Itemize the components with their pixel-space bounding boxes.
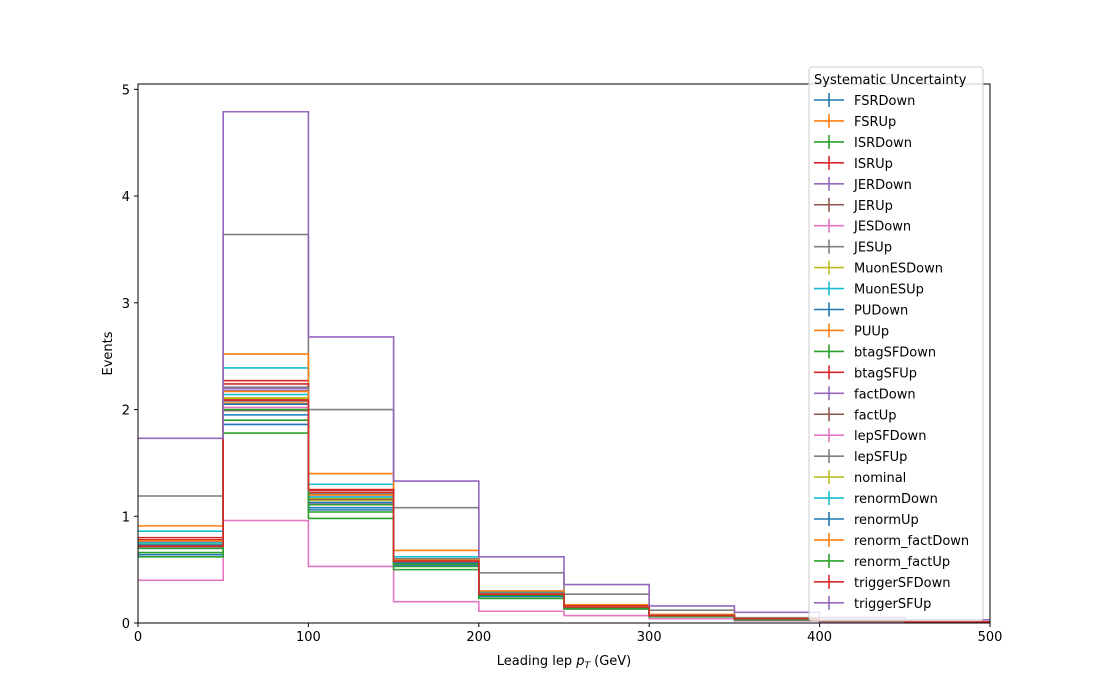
legend-entry: renormDown xyxy=(814,491,938,507)
legend-label: lepSFUp xyxy=(854,450,907,465)
x-axis-label-sub: T xyxy=(584,661,591,671)
y-tick-label: 0 xyxy=(122,617,130,632)
legend-title: Systematic Uncertainty xyxy=(814,73,967,88)
legend-label: renormDown xyxy=(854,492,938,507)
legend-entry: renormUp xyxy=(814,512,919,528)
legend-box xyxy=(808,66,984,622)
legend-label: ISRUp xyxy=(854,157,893,172)
legend-label: triggerSFDown xyxy=(854,576,950,591)
legend-entry: renorm_factUp xyxy=(814,553,950,570)
legend-label: FSRDown xyxy=(854,94,915,109)
legend-label: renorm_factUp xyxy=(854,555,950,570)
y-axis-label: Events xyxy=(101,331,116,375)
legend-label: btagSFUp xyxy=(854,366,917,381)
legend-label: nominal xyxy=(854,471,906,486)
legend-entry: JERDown xyxy=(814,176,912,193)
legend-entry: ISRUp xyxy=(814,155,893,172)
legend-entry: FSRDown xyxy=(814,93,915,109)
y-tick-label: 5 xyxy=(122,83,130,98)
legend-entry: factUp xyxy=(814,407,897,423)
legend-label: JESUp xyxy=(853,241,892,256)
legend-entry: MuonESDown xyxy=(814,260,943,277)
legend: Systematic Uncertainty FSRDown FSRUp ISRDo… xyxy=(808,66,984,622)
y-tick-label: 3 xyxy=(122,297,130,312)
legend-entry: factDown xyxy=(814,386,916,402)
x-axis-label-unit: (GeV) xyxy=(590,654,631,669)
legend-label: JERDown xyxy=(853,178,912,193)
series-line-JESDown xyxy=(138,519,990,624)
legend-items: FSRDown FSRUp ISRDown ISRUp JERDown JERUp JESD… xyxy=(814,93,969,612)
y-tick-label: 4 xyxy=(122,190,130,205)
legend-label: JESDown xyxy=(853,220,911,235)
y-axis-ticks: 0 1 2 3 4 5 xyxy=(122,83,138,632)
legend-label: btagSFDown xyxy=(854,345,936,360)
legend-entry: triggerSFUp xyxy=(814,595,931,612)
legend-entry: JERUp xyxy=(814,197,893,214)
x-tick-label: 400 xyxy=(807,630,832,645)
legend-entry: MuonESUp xyxy=(814,281,924,298)
x-axis-ticks: 0 100 200 300 400 500 xyxy=(134,623,1003,645)
legend-entry: JESDown xyxy=(814,218,911,235)
legend-label: JERUp xyxy=(853,199,893,214)
legend-label: factUp xyxy=(854,408,897,423)
legend-label: FSRUp xyxy=(854,115,896,130)
legend-entry: renorm_factDown xyxy=(814,532,969,549)
x-tick-label: 0 xyxy=(134,630,142,645)
legend-label: renorm_factDown xyxy=(854,534,969,549)
x-tick-label: 300 xyxy=(637,630,662,645)
legend-label: renormUp xyxy=(854,513,919,528)
legend-entry: ISRDown xyxy=(814,134,912,151)
legend-label: PUUp xyxy=(854,324,889,339)
legend-entry: lepSFDown xyxy=(814,428,926,444)
x-tick-label: 200 xyxy=(466,630,491,645)
x-axis-label: Leading lep pT (GeV) xyxy=(497,654,631,671)
x-axis-label-main: Leading lep xyxy=(497,654,576,669)
plot-frame xyxy=(137,83,991,624)
x-tick-label: 100 xyxy=(296,630,321,645)
legend-label: ISRDown xyxy=(854,136,912,151)
legend-label: MuonESDown xyxy=(854,262,943,277)
legend-entry: FSRUp xyxy=(814,113,896,130)
legend-entry: btagSFDown xyxy=(814,344,936,360)
legend-entry: nominal xyxy=(814,470,906,486)
legend-entry: PUDown xyxy=(814,302,908,319)
legend-entry: lepSFUp xyxy=(814,449,907,465)
legend-label: triggerSFUp xyxy=(854,597,931,612)
legend-label: MuonESUp xyxy=(854,283,924,298)
y-tick-label: 2 xyxy=(122,404,130,419)
legend-label: PUDown xyxy=(854,304,908,319)
legend-entry: triggerSFDown xyxy=(814,574,950,591)
legend-label: factDown xyxy=(854,387,916,402)
legend-entry: JESUp xyxy=(814,239,892,256)
x-axis-label-var: p xyxy=(575,654,584,669)
x-tick-label: 500 xyxy=(978,630,1003,645)
legend-label: lepSFDown xyxy=(854,429,926,444)
legend-entry: PUUp xyxy=(814,323,889,339)
y-tick-label: 1 xyxy=(122,510,130,525)
legend-entry: btagSFUp xyxy=(814,365,917,381)
